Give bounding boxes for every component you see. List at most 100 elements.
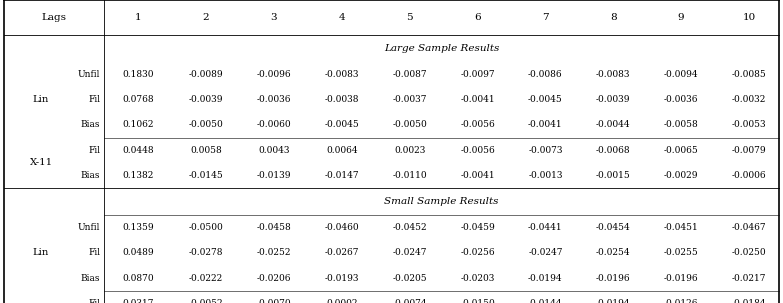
Text: 0.0064: 0.0064 (326, 146, 358, 155)
Text: 10: 10 (742, 13, 756, 22)
Text: Fil: Fil (88, 146, 100, 155)
Text: -0.0203: -0.0203 (460, 274, 495, 282)
Text: 8: 8 (610, 13, 616, 22)
Text: -0.0074: -0.0074 (392, 299, 427, 303)
Text: -0.0083: -0.0083 (324, 70, 359, 79)
Text: Unfil: Unfil (78, 70, 100, 79)
Text: -0.0050: -0.0050 (189, 121, 223, 129)
Text: -0.0278: -0.0278 (189, 248, 223, 257)
Text: -0.0256: -0.0256 (460, 248, 495, 257)
Text: 0.1382: 0.1382 (122, 171, 153, 180)
Text: -0.0041: -0.0041 (460, 171, 495, 180)
Text: -0.0045: -0.0045 (324, 121, 359, 129)
Text: -0.0036: -0.0036 (257, 95, 291, 104)
Text: X-11: X-11 (30, 158, 52, 167)
Text: -0.0089: -0.0089 (189, 70, 223, 79)
Text: 0.0317: 0.0317 (122, 299, 153, 303)
Text: 1: 1 (135, 13, 142, 22)
Text: 9: 9 (678, 13, 684, 22)
Text: Fil: Fil (88, 299, 100, 303)
Text: -0.0085: -0.0085 (731, 70, 767, 79)
Text: -0.0247: -0.0247 (529, 248, 563, 257)
Text: -0.0045: -0.0045 (528, 95, 563, 104)
Text: -0.0144: -0.0144 (528, 299, 563, 303)
Text: -0.0039: -0.0039 (596, 95, 630, 104)
Text: Small Sample Results: Small Sample Results (384, 197, 499, 206)
Text: -0.0039: -0.0039 (189, 95, 223, 104)
Text: Bias: Bias (81, 171, 100, 180)
Text: -0.0087: -0.0087 (392, 70, 427, 79)
Text: -0.0086: -0.0086 (528, 70, 563, 79)
Text: 0.0058: 0.0058 (190, 146, 222, 155)
Text: 6: 6 (474, 13, 481, 22)
Text: 0.0448: 0.0448 (122, 146, 154, 155)
Text: -0.0254: -0.0254 (596, 248, 630, 257)
Text: -0.0053: -0.0053 (732, 121, 767, 129)
Text: -0.0041: -0.0041 (528, 121, 563, 129)
Text: -0.0458: -0.0458 (257, 223, 291, 232)
Text: -0.0015: -0.0015 (596, 171, 630, 180)
Text: -0.0068: -0.0068 (596, 146, 630, 155)
Text: -0.0094: -0.0094 (664, 70, 698, 79)
Text: -0.0139: -0.0139 (257, 171, 291, 180)
Text: 0.0489: 0.0489 (122, 248, 154, 257)
Text: -0.0194: -0.0194 (596, 299, 630, 303)
Text: -0.0044: -0.0044 (596, 121, 630, 129)
Text: -0.0056: -0.0056 (460, 121, 495, 129)
Text: Unfil: Unfil (78, 223, 100, 232)
Text: -0.0056: -0.0056 (460, 146, 495, 155)
Text: -0.0032: -0.0032 (732, 95, 767, 104)
Text: -0.0217: -0.0217 (732, 274, 767, 282)
Text: -0.0036: -0.0036 (664, 95, 698, 104)
Text: -0.0065: -0.0065 (664, 146, 698, 155)
Text: -0.0500: -0.0500 (189, 223, 223, 232)
Text: -0.0194: -0.0194 (528, 274, 563, 282)
Text: 3: 3 (271, 13, 277, 22)
Text: 2: 2 (203, 13, 209, 22)
Text: -0.0184: -0.0184 (732, 299, 767, 303)
Text: Lin: Lin (33, 95, 49, 104)
Text: Bias: Bias (81, 121, 100, 129)
Text: -0.0150: -0.0150 (460, 299, 495, 303)
Text: -0.0147: -0.0147 (324, 171, 359, 180)
Text: -0.0060: -0.0060 (257, 121, 291, 129)
Text: -0.0110: -0.0110 (392, 171, 427, 180)
Text: -0.0467: -0.0467 (732, 223, 767, 232)
Text: -0.0126: -0.0126 (664, 299, 698, 303)
Text: -0.0252: -0.0252 (257, 248, 291, 257)
Text: -0.0096: -0.0096 (257, 70, 291, 79)
Text: 0.0768: 0.0768 (122, 95, 154, 104)
Text: Fil: Fil (88, 248, 100, 257)
Text: 0.0870: 0.0870 (122, 274, 154, 282)
Text: -0.0459: -0.0459 (460, 223, 495, 232)
Text: Bias: Bias (81, 274, 100, 282)
Text: -0.0255: -0.0255 (664, 248, 698, 257)
Text: 4: 4 (338, 13, 345, 22)
Text: -0.0196: -0.0196 (596, 274, 630, 282)
Text: -0.0038: -0.0038 (324, 95, 359, 104)
Text: -0.0050: -0.0050 (392, 121, 427, 129)
Text: -0.0070: -0.0070 (257, 299, 291, 303)
Text: -0.0451: -0.0451 (664, 223, 698, 232)
Text: -0.0196: -0.0196 (664, 274, 698, 282)
Text: 5: 5 (406, 13, 413, 22)
Text: -0.0079: -0.0079 (732, 146, 767, 155)
Text: -0.0037: -0.0037 (392, 95, 427, 104)
Text: -0.0454: -0.0454 (596, 223, 630, 232)
Text: Large Sample Results: Large Sample Results (384, 44, 500, 53)
Text: Lags: Lags (41, 13, 67, 22)
Text: -0.0029: -0.0029 (664, 171, 698, 180)
Text: -0.0083: -0.0083 (596, 70, 630, 79)
Text: -0.0052: -0.0052 (189, 299, 223, 303)
Text: -0.0193: -0.0193 (324, 274, 359, 282)
Text: 0.0043: 0.0043 (258, 146, 290, 155)
Text: 0.0002: 0.0002 (326, 299, 358, 303)
Text: Fil: Fil (88, 95, 100, 104)
Text: 0.1830: 0.1830 (122, 70, 153, 79)
Text: -0.0097: -0.0097 (460, 70, 495, 79)
Text: -0.0058: -0.0058 (664, 121, 698, 129)
Text: -0.0441: -0.0441 (528, 223, 563, 232)
Text: 7: 7 (542, 13, 549, 22)
Text: Lin: Lin (33, 248, 49, 257)
Text: -0.0206: -0.0206 (257, 274, 291, 282)
